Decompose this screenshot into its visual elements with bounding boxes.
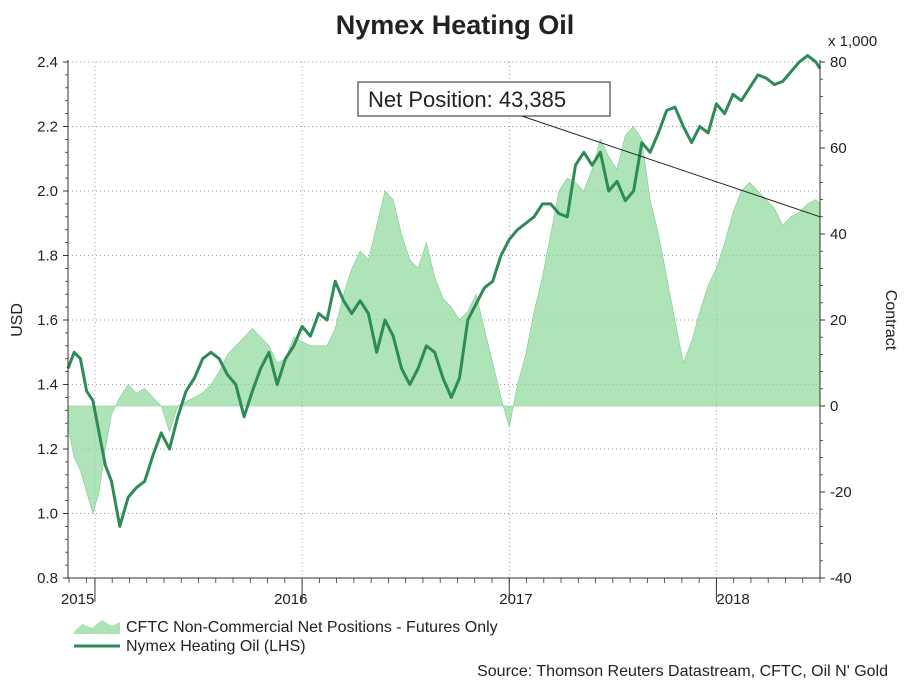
right-tick-label: -40: [830, 570, 852, 587]
right-axis-unit: x 1,000: [828, 33, 877, 50]
right-tick-label: 40: [830, 226, 847, 243]
left-tick-label: 1.4: [37, 377, 58, 394]
left-axis-label: USD: [9, 303, 26, 337]
left-tick-label: 2.0: [37, 183, 58, 200]
annotation-pointer-line: [521, 115, 821, 218]
left-axis-ticks: 0.8 1.0 1.2 1.4 1.6 1.8 2.0 2.2 2.4: [37, 54, 68, 587]
x-tick-label: 2015: [61, 591, 94, 608]
right-axis-label: Contract: [882, 290, 899, 351]
source-note: Source: Thomson Reuters Datastream, CFTC…: [477, 663, 888, 680]
left-tick-label: 1.8: [37, 248, 58, 265]
chart-title: Nymex Heating Oil: [336, 10, 575, 40]
legend-line-label: Nymex Heating Oil (LHS): [126, 638, 306, 655]
heating-oil-price-line: [66, 54, 822, 528]
legend-area-swatch: [74, 620, 120, 634]
annotation-text: Net Position: 43,385: [368, 87, 566, 112]
left-tick-label: 2.2: [37, 119, 58, 136]
legend-area-label: CFTC Non-Commercial Net Positions - Futu…: [126, 619, 498, 636]
x-tick-label: 2018: [716, 591, 749, 608]
left-tick-label: 1.6: [37, 312, 58, 329]
right-tick-label: 60: [830, 140, 847, 157]
annotation-box: [357, 81, 611, 117]
x-tick-label: 2017: [499, 591, 532, 608]
net-position-annotation: Net Position: 43,385: [357, 81, 821, 218]
right-tick-label: 0: [830, 398, 838, 415]
x-axis-ticks: 2015 2016 2017 2018: [61, 578, 821, 608]
left-tick-label: 1.0: [37, 506, 58, 523]
right-tick-label: -20: [830, 484, 852, 501]
net-positions-area-layer: [67, 126, 821, 515]
right-tick-label: 20: [830, 312, 847, 329]
net-positions-area: [67, 126, 821, 515]
right-tick-label: 80: [830, 54, 847, 71]
chart-legend: CFTC Non-Commercial Net Positions - Futu…: [74, 619, 498, 655]
left-tick-label: 1.2: [37, 441, 58, 458]
left-tick-label: 0.8: [37, 570, 58, 587]
left-tick-label: 2.4: [37, 54, 58, 71]
price-line-layer: [66, 54, 822, 528]
x-tick-label: 2016: [274, 591, 307, 608]
right-axis-ticks: -40 -20 0 20 40 60 80: [820, 54, 852, 587]
